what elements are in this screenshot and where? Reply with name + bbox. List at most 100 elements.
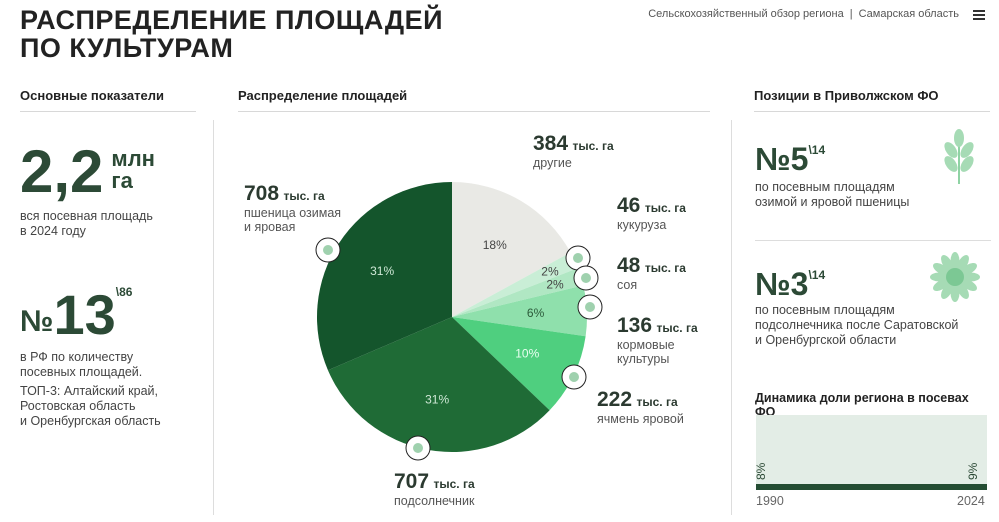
name: ячмень яровой — [597, 412, 684, 426]
total-area-value: 2,2 — [20, 138, 104, 205]
value: 708 — [244, 182, 280, 205]
text: по посевным площадям — [755, 180, 895, 194]
total-area: 2,2 млн га — [20, 142, 155, 202]
name: другие — [533, 156, 572, 170]
unit: млн — [111, 146, 155, 171]
crop-icon — [561, 364, 587, 390]
pie-slice-2 — [452, 268, 584, 317]
text: и Оренбургская область — [20, 414, 161, 428]
text: Ростовская область — [20, 399, 136, 413]
rank-prefix: № — [20, 305, 54, 338]
divider — [731, 120, 732, 515]
pie-percent-label: 10% — [515, 347, 539, 361]
name: соя — [617, 278, 638, 292]
pie-slice-3 — [452, 285, 587, 337]
unit: тыс. га — [433, 477, 475, 491]
pie-percent-label: 2% — [546, 278, 564, 292]
label-other: 384 тыс. га другие — [533, 132, 614, 170]
label-sunflower: 707 тыс. га подсолнечник — [394, 470, 475, 508]
unit: га — [111, 168, 133, 193]
label-corn: 46 тыс. га кукуруза — [617, 194, 686, 232]
rank-wheat-desc: по посевным площадям озимой и яровой пшен… — [755, 180, 909, 210]
text: ТОП-3: Алтайский край, — [20, 384, 158, 398]
rank-of: \14 — [808, 268, 826, 282]
region-selector[interactable]: Самарская область — [858, 8, 959, 20]
rank-prefix: № — [755, 141, 791, 177]
rank-of: \86 — [115, 285, 133, 299]
label-soy: 48 тыс. га соя — [617, 254, 686, 292]
page-title: РАСПРЕДЕЛЕНИЕ ПЛОЩАДЕЙ ПО КУЛЬТУРАМ — [20, 6, 443, 62]
text: по посевным площадям — [755, 303, 895, 317]
unit: тыс. га — [644, 201, 686, 215]
title-line: РАСПРЕДЕЛЕНИЕ ПЛОЩАДЕЙ — [20, 5, 444, 35]
value: 707 — [394, 470, 430, 493]
crop-icon — [577, 294, 603, 320]
rank-wheat: №5\14 — [755, 143, 825, 175]
label-barley: 222 тыс. га ячмень яровой — [597, 388, 684, 426]
pie-slice-5 — [327, 317, 550, 452]
pie-percent-label: 31% — [370, 264, 394, 278]
text: в РФ по количеству — [20, 350, 134, 364]
unit: тыс. га — [656, 321, 698, 335]
value: 48 — [617, 254, 641, 277]
unit: тыс. га — [644, 261, 686, 275]
text: подсолнечника после Саратовской — [755, 318, 959, 332]
label-forage: 136 тыс. га кормовые культуры — [617, 314, 698, 366]
divider — [755, 240, 991, 241]
breadcrumb-item[interactable]: Сельскохозяйственный обзор региона — [648, 8, 844, 20]
text: вся посевная площадь — [20, 209, 153, 223]
value: 384 — [533, 132, 569, 155]
name: подсолнечник — [394, 494, 475, 508]
value: 222 — [597, 388, 633, 411]
separator: | — [849, 8, 853, 20]
rank-value: 13 — [53, 283, 116, 346]
unit: тыс. га — [572, 139, 614, 153]
pie-slice-1 — [452, 252, 578, 317]
pie-slice-0 — [452, 182, 571, 317]
text: посевных площадей. — [20, 365, 143, 379]
name: кукуруза — [617, 218, 667, 232]
unit: тыс. га — [283, 189, 325, 203]
hamburger-icon[interactable] — [973, 10, 985, 22]
name: и яровая — [244, 220, 296, 234]
dynamics-area — [756, 484, 987, 490]
name: пшеница озимая — [244, 206, 342, 220]
section-heading-positions: Позиции в Приволжском ФО — [754, 88, 990, 112]
value: 46 — [617, 194, 641, 217]
rank-sunflower: №3\14 — [755, 268, 825, 300]
dyn-start-year: 1990 — [756, 494, 784, 508]
title-line: ПО КУЛЬТУРАМ — [20, 33, 234, 63]
section-heading-indicators: Основные показатели — [20, 88, 196, 112]
pie-percent-label: 18% — [483, 238, 507, 252]
total-area-desc: вся посевная площадь в 2024 году — [20, 209, 153, 239]
rank-value: 3 — [790, 266, 809, 302]
text: и Оренбургской области — [755, 333, 897, 347]
crop-icon — [573, 265, 599, 291]
rank-rf: № 13 \86 — [20, 285, 132, 345]
breadcrumb: Сельскохозяйственный обзор региона | Самар… — [648, 8, 959, 20]
sunflower-icon — [930, 252, 980, 302]
unit: тыс. га — [636, 395, 678, 409]
label-wheat: 708 тыс. га пшеница озимая и яровая — [244, 182, 341, 234]
pie-percent-label: 6% — [527, 306, 545, 320]
rank-of: \14 — [808, 143, 826, 157]
dynamics-chart: 8% 9% — [754, 415, 987, 490]
divider — [213, 120, 214, 515]
rank-prefix: № — [755, 266, 791, 302]
pie-percent-label: 2% — [541, 265, 559, 279]
value: 136 — [617, 314, 653, 337]
rank-desc: в РФ по количеству посевных площадей. ТОП… — [20, 350, 161, 429]
pie-slice-4 — [452, 317, 586, 411]
dyn-end-value: 9% — [965, 462, 980, 480]
section-heading-distribution: Распределение площадей — [238, 88, 710, 112]
text: озимой и яровой пшеницы — [755, 195, 910, 209]
wheat-icon — [944, 129, 974, 184]
pie-slice-6 — [317, 182, 452, 371]
pie-percent-label: 31% — [425, 392, 449, 406]
dyn-start-value: 8% — [754, 462, 768, 480]
text: в 2024 году — [20, 224, 86, 238]
rank-sunflower-desc: по посевным площадям подсолнечника после … — [755, 303, 958, 348]
name: кормовые — [617, 338, 675, 352]
name: культуры — [617, 352, 670, 366]
